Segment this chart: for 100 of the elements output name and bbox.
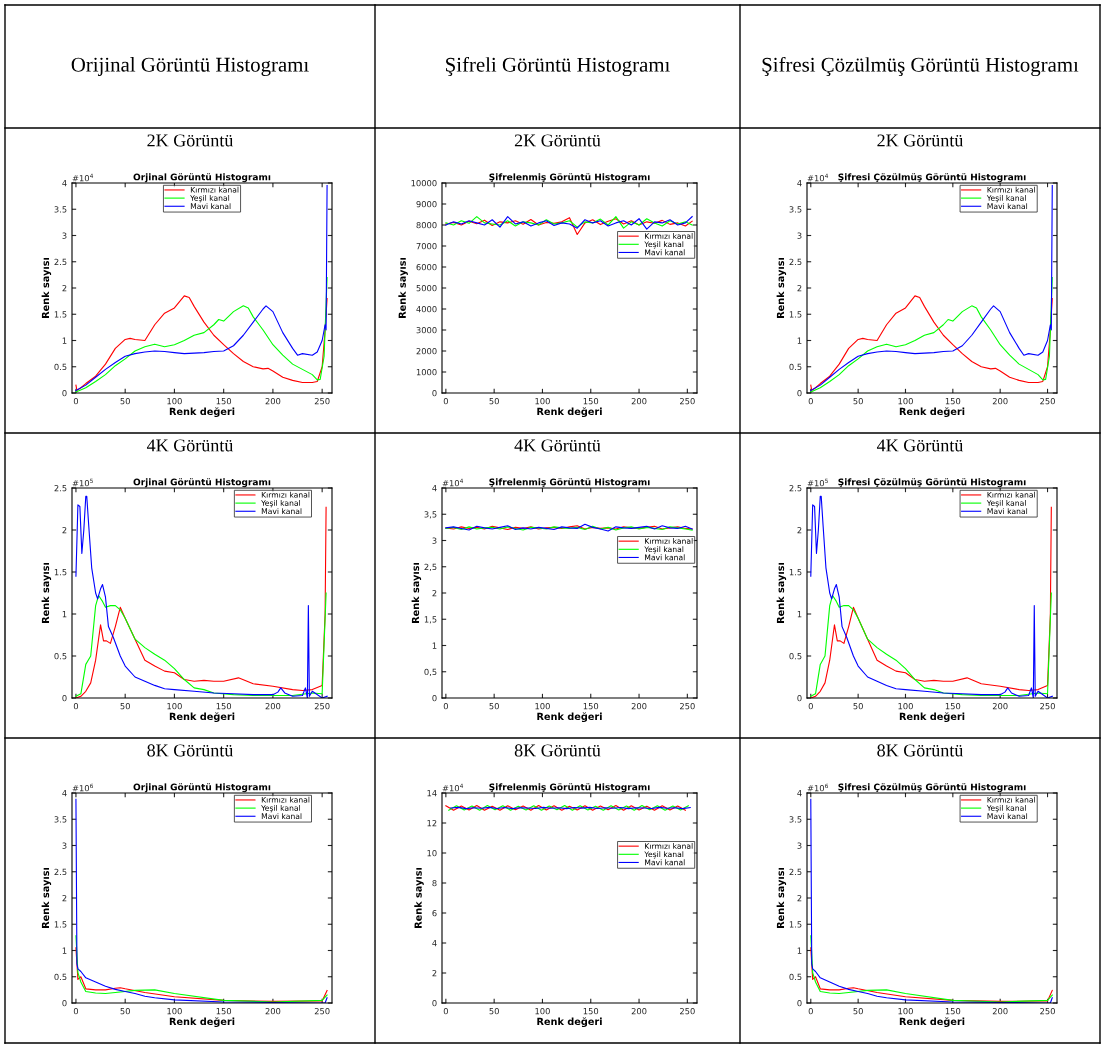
y-tick-label: 2 <box>62 526 67 534</box>
y-tick-label: 3000 <box>416 326 437 334</box>
chart-title: 8K Görüntü <box>147 744 234 757</box>
x-tick-label: 50 <box>120 398 130 405</box>
chart-subtitle: Orjinal Görüntü Histogramı <box>133 783 271 793</box>
y-tick-label: 8 <box>432 879 437 887</box>
y-tick-label: 0,5 <box>424 668 437 676</box>
y-axis-title: Renk sayısı <box>41 257 52 318</box>
y-tick-label: 2.5 <box>54 484 67 492</box>
x-axis-title: Renk değeri <box>537 712 602 723</box>
line-series <box>810 276 1053 393</box>
x-tick-label: 0 <box>443 1008 448 1015</box>
x-tick-label: 250 <box>1040 703 1055 710</box>
x-tick-label: 200 <box>992 703 1008 710</box>
y-axis-title: Renk sayısı <box>776 257 787 318</box>
x-tick-label: 250 <box>680 398 695 405</box>
y-tick-label: 2.5 <box>789 258 802 266</box>
x-tick-label: 150 <box>216 1008 232 1015</box>
chart-subtitle: Şifrelenmiş Görüntü Histogramı <box>489 783 650 793</box>
y-axis-title: Renk sayısı <box>398 257 408 318</box>
y-tick-label: 4 <box>797 180 802 187</box>
x-tick-label: 0 <box>73 703 79 710</box>
y-tick-label: 4 <box>432 940 437 947</box>
x-tick-label: 0 <box>443 398 448 405</box>
y-tick-label: 3 <box>62 842 67 849</box>
text: #10$^{4}$ <box>72 173 94 182</box>
x-tick-label: 150 <box>945 1008 961 1015</box>
y-tick-label: 0.5 <box>54 652 67 660</box>
x-tick-label: 150 <box>583 398 599 405</box>
x-tick-label: 0 <box>73 1008 79 1015</box>
text: #10$^{4}$ <box>442 478 464 487</box>
x-tick-label: 0 <box>73 398 79 405</box>
text: #10$^{5}$ <box>72 478 93 487</box>
y-tick-label: 4 <box>62 790 67 797</box>
y-tick-label: 2 <box>432 589 437 597</box>
x-tick-label: 200 <box>992 398 1008 405</box>
y-tick-label: 0 <box>797 389 802 397</box>
x-tick-label: 50 <box>120 703 130 710</box>
x-tick-label: 100 <box>535 703 550 710</box>
x-tick-label: 100 <box>535 1008 550 1015</box>
y-tick-label: 2.5 <box>54 868 67 876</box>
x-tick-label: 250 <box>314 398 330 405</box>
text: #10$^{6}$ <box>807 783 829 792</box>
x-tick-label: 250 <box>314 703 330 710</box>
chart-title: 4K Görüntü <box>514 439 601 452</box>
y-tick-label: 9000 <box>416 200 437 208</box>
text: Şifreli Görüntü Histogramı <box>446 56 670 77</box>
y-tick-label: 4 <box>62 180 67 187</box>
chart-subtitle: Şifresi Çözülmüş Görüntü Histogramı <box>838 783 1026 793</box>
y-tick-label: 12 <box>427 819 437 827</box>
chart-title: 4K Görüntü <box>146 439 234 452</box>
x-tick-label: 200 <box>631 398 647 405</box>
x-tick-label: 50 <box>489 398 499 405</box>
y-tick-label: 3.5 <box>789 816 802 823</box>
y-tick-label: 2 <box>797 894 802 902</box>
x-tick-label: 100 <box>167 703 182 710</box>
x-axis-title: Renk değeri <box>537 407 602 418</box>
line-series <box>810 185 1053 391</box>
x-tick-label: 250 <box>1040 398 1055 405</box>
x-tick-label: 150 <box>583 703 599 710</box>
y-tick-label: 1 <box>432 642 437 649</box>
chart-subtitle: Orjinal Görüntü Histogramı <box>133 173 271 183</box>
text: #10$^{4}$ <box>442 783 464 792</box>
line-series <box>75 935 328 1003</box>
chart-title: 2K Görüntü <box>877 134 964 147</box>
x-tick-label: 50 <box>853 703 863 710</box>
y-tick-label: 3.5 <box>54 206 67 213</box>
x-axis-title: Renk değeri <box>169 407 235 418</box>
x-tick-label: 150 <box>583 1008 599 1015</box>
y-tick-label: 2000 <box>416 347 437 355</box>
y-tick-label: 1.5 <box>789 921 802 928</box>
y-axis-title: Renk sayısı <box>414 867 424 928</box>
chart-subtitle: Şifrelenmiş Görüntü Histogramı <box>489 173 650 183</box>
y-tick-label: 8000 <box>416 221 437 229</box>
y-tick-label: 2.5 <box>789 484 802 492</box>
text: Orijinal Görüntü Histogramı <box>71 57 309 76</box>
y-tick-label: 1 <box>797 947 802 954</box>
line-series <box>75 276 328 393</box>
y-tick-label: 5000 <box>416 284 437 292</box>
y-tick-label: 1.5 <box>789 569 802 576</box>
chart-subtitle: Şifrelenmiş Görüntü Histogramı <box>489 478 650 488</box>
x-tick-label: 200 <box>631 703 647 710</box>
x-tick-label: 100 <box>535 398 550 405</box>
chart-title: 2K Görüntü <box>147 134 234 147</box>
x-tick-label: 200 <box>265 703 281 710</box>
x-tick-label: 250 <box>1040 1008 1055 1015</box>
x-tick-label: 50 <box>853 1008 863 1015</box>
x-tick-label: 0 <box>808 398 813 405</box>
y-tick-label: 10 <box>427 849 437 857</box>
x-tick-label: 150 <box>216 703 232 710</box>
y-tick-label: 2.5 <box>789 868 802 876</box>
chart-title: 2K Görüntü <box>514 134 601 147</box>
y-tick-label: 10000 <box>411 179 437 187</box>
x-tick-label: 0 <box>808 1008 813 1015</box>
x-tick-label: 100 <box>167 1008 182 1015</box>
x-tick-label: 100 <box>898 398 913 405</box>
x-tick-label: 250 <box>680 1008 695 1015</box>
y-tick-label: 0 <box>62 389 67 397</box>
y-tick-label: 1 <box>62 611 67 618</box>
line-series <box>75 592 327 697</box>
